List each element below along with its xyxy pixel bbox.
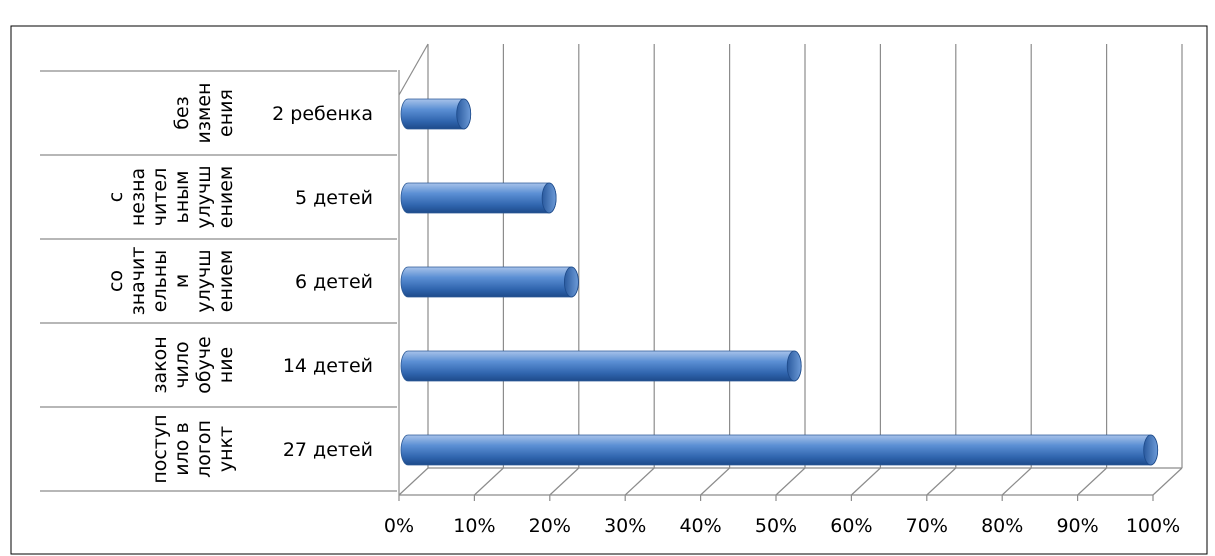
grid [398, 43, 1183, 496]
category-count-label: 5 детей [295, 187, 373, 209]
x-tick-label: 50% [755, 515, 797, 537]
x-tick-label: 90% [1056, 515, 1098, 537]
bars [400, 98, 1159, 466]
bar [400, 98, 472, 130]
floor-gridline [549, 467, 580, 496]
floor-gridline [700, 467, 731, 496]
category-label-line: ьным [171, 171, 193, 224]
category-label-line: поступ [149, 414, 171, 483]
category-label-line: чител [149, 168, 171, 226]
category-label-line: закон [149, 336, 171, 393]
category-label-line: ункт [215, 426, 237, 472]
category-label-line: со [105, 270, 127, 292]
category-label-line: чило [171, 341, 193, 388]
floor-gridline [1077, 467, 1108, 496]
x-tick-label: 20% [529, 515, 571, 537]
floor-gridline [775, 467, 806, 496]
bar [400, 434, 1159, 466]
x-tick-label: 10% [453, 515, 495, 537]
chart-border [10, 25, 1208, 555]
floor-gridline [850, 467, 881, 496]
category-count-label: 6 детей [295, 271, 373, 293]
category-label-line: ило в [171, 422, 193, 475]
category-count-label: 14 детей [283, 355, 373, 377]
category-label-line: незна [127, 168, 149, 226]
floor-gridline [624, 467, 655, 496]
category-label-line: значит [127, 247, 149, 316]
category-table: поступ ило в логоп ункт 27 детей закон чило обу… [40, 70, 397, 492]
category-label-line: ением [215, 166, 237, 228]
category-label-line: логоп [193, 420, 215, 478]
category-label-line: ние [215, 347, 237, 383]
floor-gridline [473, 467, 504, 496]
category-label-line: ельны [149, 250, 171, 312]
x-tick-label: 40% [679, 515, 721, 537]
category-label-line: ением [215, 250, 237, 312]
floor-gridline [926, 467, 957, 496]
category-count-label: 2 ребенка [272, 103, 373, 125]
x-tick-label: 80% [981, 515, 1023, 537]
category-label-line: ения [215, 89, 237, 137]
category-label-line: обуче [193, 336, 215, 394]
floor-gridline [1001, 467, 1032, 496]
bar [400, 182, 557, 214]
x-tick-label: 30% [604, 515, 646, 537]
category-label-line: улучш [193, 165, 215, 228]
bar [400, 350, 802, 382]
bar [400, 266, 579, 298]
category-count-label: 27 детей [283, 439, 373, 461]
x-tick-label: 0% [384, 515, 414, 537]
floor-gridline [398, 467, 429, 496]
x-tick-label: 60% [830, 515, 872, 537]
x-tick-label: 100% [1126, 515, 1180, 537]
category-label-line: с [105, 192, 127, 202]
floor-gridline [1152, 467, 1183, 496]
x-tick-label: 70% [906, 515, 948, 537]
category-label-line: улучш [193, 249, 215, 312]
side-wall-edge [398, 43, 429, 96]
category-label-line: измен [193, 83, 215, 144]
category-label-line: без [171, 96, 193, 130]
x-axis-ticks: 0% 10% 20% 30% 40% 50% 60% 70% 80% 90% 100% [384, 495, 1180, 537]
category-label-line: м [171, 274, 193, 288]
